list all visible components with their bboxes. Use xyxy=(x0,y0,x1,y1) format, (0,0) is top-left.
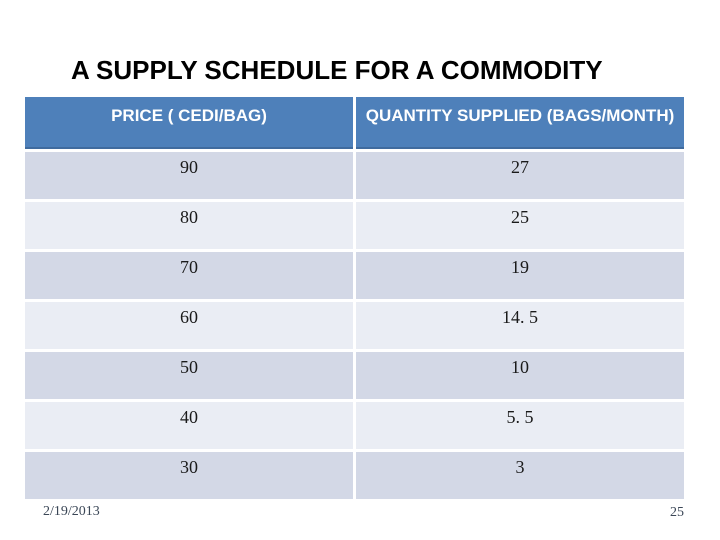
price-cell-row-2: 80 xyxy=(25,202,353,249)
price-cell-row-6: 40 xyxy=(25,402,353,449)
price-cell-row-1: 90 xyxy=(25,152,353,199)
column-header-price: PRICE ( CEDI/BAG) xyxy=(25,97,353,149)
price-cell-row-5: 50 xyxy=(25,352,353,399)
quantity-cell-row-3: 19 xyxy=(356,252,684,299)
price-cell-row-7: 30 xyxy=(25,452,353,499)
supply-schedule-table: PRICE ( CEDI/BAG) QUANTITY SUPPLIED (BAG… xyxy=(25,97,684,499)
quantity-cell-row-5: 10 xyxy=(356,352,684,399)
quantity-cell-row-4: 14. 5 xyxy=(356,302,684,349)
quantity-cell-row-6: 5. 5 xyxy=(356,402,684,449)
quantity-cell-row-7: 3 xyxy=(356,452,684,499)
price-cell-row-4: 60 xyxy=(25,302,353,349)
page-number: 25 xyxy=(670,505,684,520)
footer-date: 2/19/2013 xyxy=(43,504,100,519)
price-cell-row-3: 70 xyxy=(25,252,353,299)
quantity-cell-row-1: 27 xyxy=(356,152,684,199)
column-header-quantity: QUANTITY SUPPLIED (BAGS/MONTH) xyxy=(356,97,684,149)
slide-title: A SUPPLY SCHEDULE FOR A COMMODITY xyxy=(71,55,603,85)
quantity-cell-row-2: 25 xyxy=(356,202,684,249)
